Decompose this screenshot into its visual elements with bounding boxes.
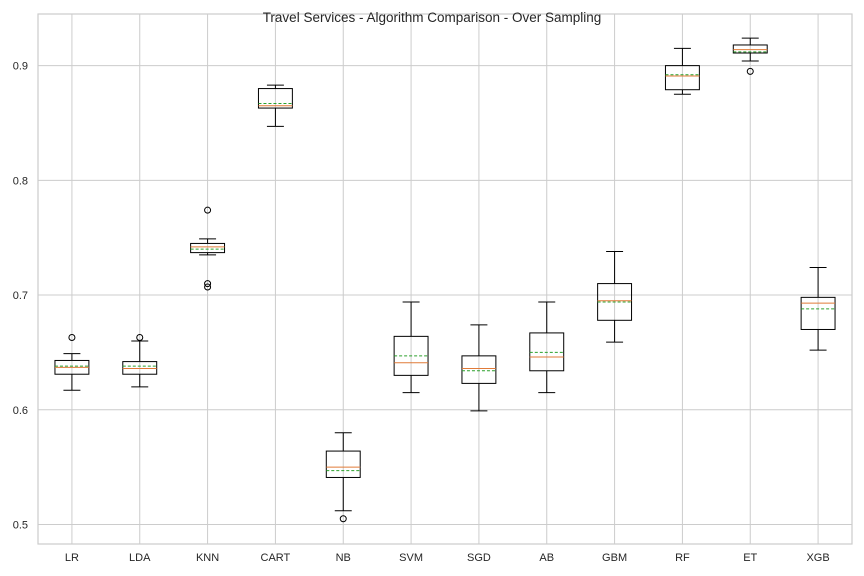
- x-tick-label: RF: [675, 552, 690, 564]
- y-tick-label: 0.9: [13, 61, 28, 73]
- x-tick-label: KNN: [196, 552, 219, 564]
- x-tick-label: SGD: [467, 552, 491, 564]
- x-tick-label: XGB: [806, 552, 829, 564]
- y-tick-label: 0.8: [13, 175, 28, 187]
- chart-title: Travel Services - Algorithm Comparison -…: [0, 10, 864, 25]
- x-tick-label: CART: [261, 552, 291, 564]
- x-tick-label: GBM: [602, 552, 627, 564]
- y-tick-label: 0.5: [13, 519, 28, 531]
- x-tick-label: LR: [65, 552, 79, 564]
- x-tick-label: NB: [336, 552, 351, 564]
- x-tick-label: ET: [743, 552, 757, 564]
- x-tick-label: AB: [539, 552, 554, 564]
- y-tick-label: 0.7: [13, 290, 28, 302]
- y-tick-label: 0.6: [13, 405, 28, 417]
- x-tick-label: SVM: [399, 552, 423, 564]
- x-tick-label: LDA: [129, 552, 151, 564]
- plot-area: [38, 14, 852, 544]
